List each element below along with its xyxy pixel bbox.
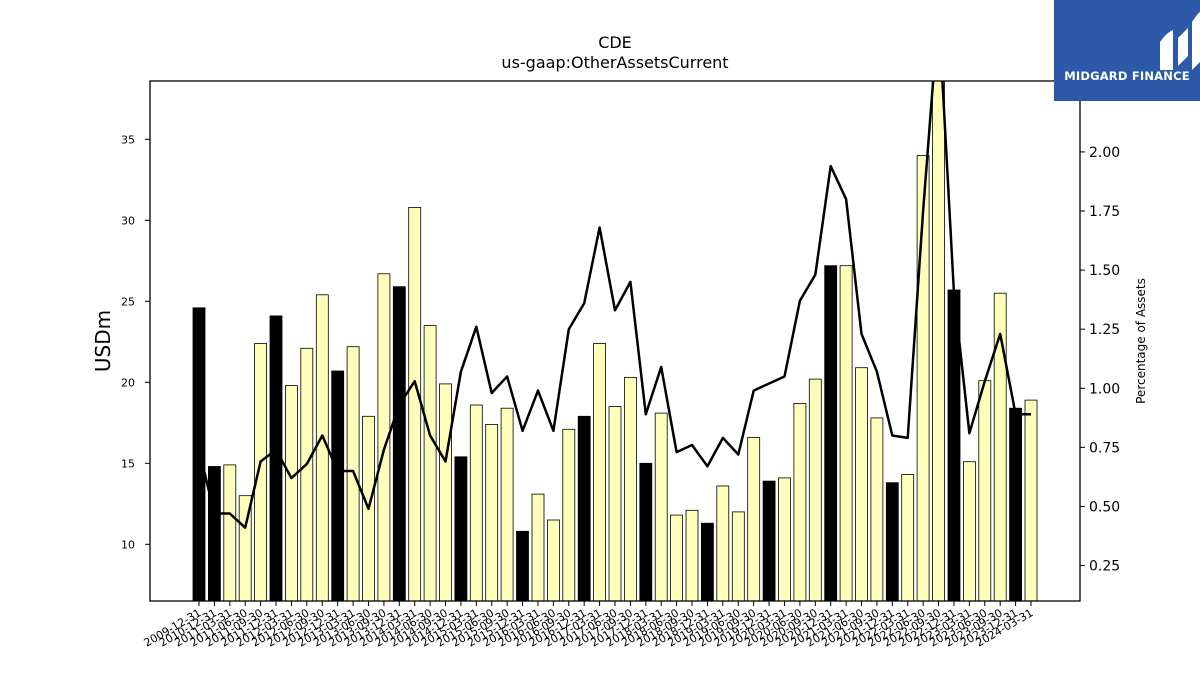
bar	[223, 464, 237, 601]
x-axis: 2009-12-312010-12-312011-03-312011-06-30…	[142, 601, 1036, 650]
y2-tick-label: 1.00	[1089, 381, 1120, 397]
bar	[300, 347, 314, 601]
y2-tick-label: 1.25	[1089, 322, 1120, 338]
bar-series	[192, 81, 1038, 601]
chart-title: CDE	[598, 33, 632, 52]
bar	[932, 81, 945, 601]
bar	[824, 265, 838, 601]
bar	[1009, 407, 1022, 601]
bar	[716, 485, 730, 601]
y2-axis-label: Percentage of Assets	[1134, 278, 1148, 404]
percentage-line	[197, 81, 1031, 529]
line-series-layer	[197, 81, 1031, 529]
bar	[423, 325, 437, 601]
y-tick-label: 35	[121, 133, 135, 146]
y2-tick-label: 1.50	[1089, 263, 1120, 279]
bar	[808, 378, 822, 601]
bar	[778, 477, 791, 601]
y-tick-label: 20	[121, 376, 135, 389]
bar	[531, 493, 545, 601]
bar	[454, 456, 468, 601]
bar	[855, 367, 868, 601]
bar	[516, 530, 529, 601]
bar	[963, 461, 976, 601]
bar	[870, 417, 884, 601]
bar	[685, 509, 699, 601]
bar	[593, 342, 606, 601]
bar	[639, 462, 653, 601]
y-tick-label: 25	[121, 295, 135, 308]
y2-tick-label: 0.25	[1089, 559, 1120, 575]
midgard-m-icon	[1160, 11, 1200, 70]
bar	[747, 436, 761, 601]
bar	[701, 522, 714, 601]
y-tick-label: 30	[121, 214, 135, 227]
y-tick-label: 15	[121, 457, 135, 470]
bar	[439, 383, 452, 601]
brand-logo: MIDGARD FINANCE	[1054, 0, 1200, 101]
bar	[654, 412, 668, 601]
bar	[238, 495, 252, 601]
bar	[839, 265, 853, 601]
bar	[793, 402, 807, 601]
bar	[577, 415, 591, 601]
bar	[500, 407, 514, 601]
y2-tick-label: 1.75	[1089, 204, 1120, 220]
bar	[1024, 399, 1038, 601]
bar	[284, 385, 298, 601]
y2-tick-label: 0.75	[1089, 440, 1120, 456]
y2-tick-label: 2.00	[1089, 145, 1120, 161]
bar	[485, 423, 499, 601]
y-tick-label: 10	[121, 538, 135, 551]
bar	[762, 480, 776, 601]
bar	[562, 428, 576, 601]
brand-name: MIDGARD FINANCE	[1064, 69, 1190, 83]
bar	[901, 474, 915, 601]
bar	[254, 342, 268, 601]
bar	[392, 286, 406, 601]
bar	[731, 511, 745, 601]
bar	[469, 404, 483, 601]
y-axis-left: 10 15 20 25 30 35	[121, 133, 150, 551]
y-axis-right: 0.25 0.50 0.75 1.00 1.25 1.50 1.75 2.00	[1080, 145, 1120, 575]
bar	[978, 380, 992, 601]
bar	[885, 482, 899, 601]
bar	[207, 466, 221, 601]
bar	[670, 514, 683, 601]
y2-tick-label: 0.50	[1089, 499, 1120, 515]
bar	[377, 273, 391, 601]
bar	[547, 519, 560, 601]
chart-subtitle: us-gaap:OtherAssetsCurrent	[501, 53, 728, 72]
bar	[331, 370, 345, 601]
bar	[993, 292, 1007, 601]
y-axis-label: USDm	[91, 310, 115, 372]
bar	[408, 206, 422, 601]
bar	[624, 376, 637, 601]
bar	[608, 406, 622, 601]
